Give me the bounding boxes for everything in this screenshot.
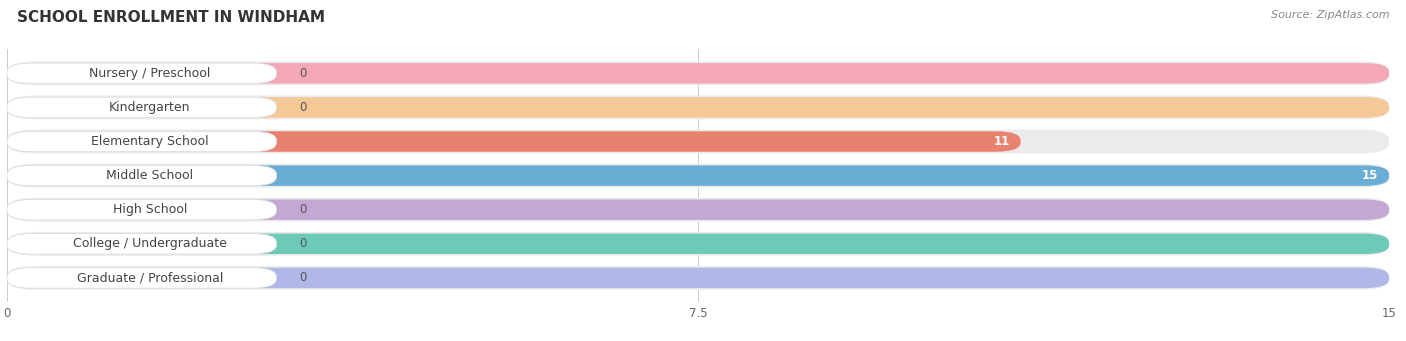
FancyBboxPatch shape <box>7 63 277 84</box>
FancyBboxPatch shape <box>7 268 277 288</box>
FancyBboxPatch shape <box>7 232 1389 256</box>
Text: Source: ZipAtlas.com: Source: ZipAtlas.com <box>1271 10 1389 20</box>
Text: 0: 0 <box>299 203 307 216</box>
FancyBboxPatch shape <box>7 131 277 152</box>
FancyBboxPatch shape <box>7 266 1389 290</box>
Text: Kindergarten: Kindergarten <box>110 101 191 114</box>
FancyBboxPatch shape <box>7 234 1389 254</box>
Text: College / Undergraduate: College / Undergraduate <box>73 237 226 250</box>
Text: Elementary School: Elementary School <box>91 135 208 148</box>
FancyBboxPatch shape <box>7 131 1021 152</box>
FancyBboxPatch shape <box>7 164 1389 188</box>
Text: 0: 0 <box>299 67 307 80</box>
Text: Nursery / Preschool: Nursery / Preschool <box>89 67 211 80</box>
FancyBboxPatch shape <box>7 198 1389 222</box>
Text: 0: 0 <box>299 101 307 114</box>
Text: 0: 0 <box>299 271 307 284</box>
FancyBboxPatch shape <box>7 234 277 254</box>
FancyBboxPatch shape <box>7 165 1389 186</box>
FancyBboxPatch shape <box>7 97 1389 118</box>
Text: 15: 15 <box>1361 169 1378 182</box>
FancyBboxPatch shape <box>7 268 1389 288</box>
FancyBboxPatch shape <box>7 130 1389 153</box>
FancyBboxPatch shape <box>7 199 1389 220</box>
FancyBboxPatch shape <box>7 97 277 118</box>
FancyBboxPatch shape <box>7 63 1389 84</box>
FancyBboxPatch shape <box>7 61 1389 85</box>
FancyBboxPatch shape <box>7 199 277 220</box>
Text: SCHOOL ENROLLMENT IN WINDHAM: SCHOOL ENROLLMENT IN WINDHAM <box>17 10 325 25</box>
Text: Graduate / Professional: Graduate / Professional <box>77 271 224 284</box>
Text: 11: 11 <box>993 135 1010 148</box>
FancyBboxPatch shape <box>7 165 277 186</box>
FancyBboxPatch shape <box>7 95 1389 119</box>
Text: Middle School: Middle School <box>107 169 194 182</box>
Text: 0: 0 <box>299 237 307 250</box>
Text: High School: High School <box>112 203 187 216</box>
